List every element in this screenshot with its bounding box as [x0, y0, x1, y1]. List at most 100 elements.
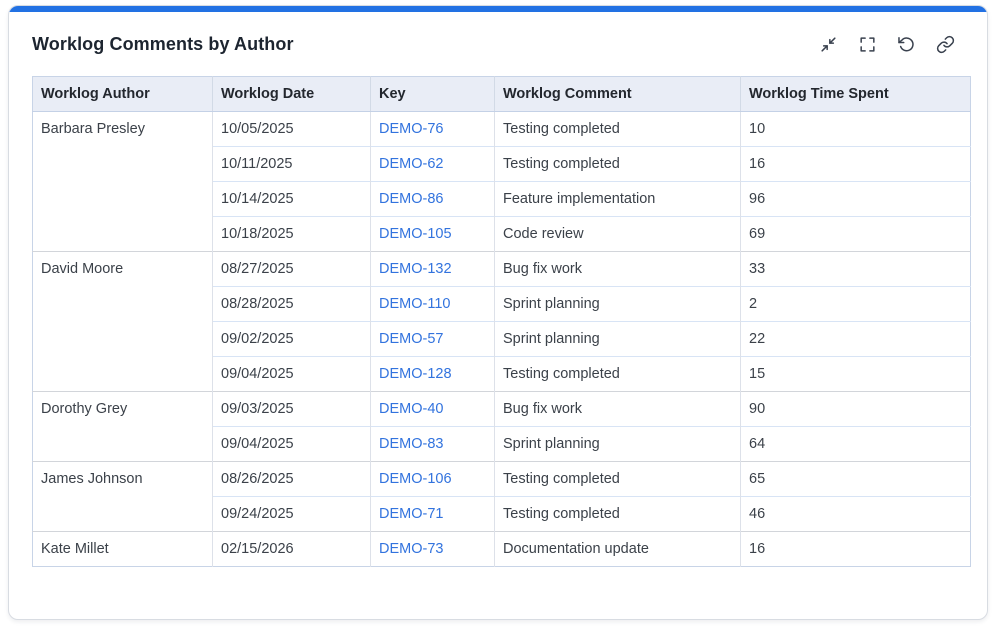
time-spent-cell: 16 [740, 531, 971, 567]
issue-key-link[interactable]: DEMO-71 [379, 506, 444, 522]
time-spent-cell: 16 [740, 146, 971, 182]
table-row: Barbara Presley 10/05/2025 DEMO-76 Testing … [32, 111, 971, 252]
table-row: 09/04/2025 DEMO-83 Sprint planning 64 [33, 426, 971, 462]
key-cell: DEMO-128 [370, 356, 495, 392]
comment-cell: Documentation update [494, 531, 741, 567]
table-row: David Moore 08/27/2025 DEMO-132 Bug fix wor… [32, 251, 971, 392]
author-cell: Dorothy Grey [32, 391, 213, 462]
worklog-table: Worklog Author Worklog Date Key Worklog Com… [32, 76, 971, 567]
issue-key-link[interactable]: DEMO-106 [379, 471, 452, 487]
author-cell: Barbara Presley [32, 111, 213, 252]
table-row: 09/04/2025 DEMO-128 Testing completed 15 [33, 356, 971, 392]
comment-cell: Testing completed [494, 496, 741, 532]
date-cell: 09/02/2025 [212, 321, 371, 357]
date-cell: 10/14/2025 [212, 181, 371, 217]
issue-key-link[interactable]: DEMO-73 [379, 541, 444, 557]
comment-cell: Testing completed [494, 461, 741, 497]
date-cell: 09/04/2025 [212, 356, 371, 392]
table-row: James Johnson 08/26/2025 DEMO-106 Testing c… [32, 461, 971, 532]
date-cell: 09/24/2025 [212, 496, 371, 532]
issue-key-link[interactable]: DEMO-110 [379, 296, 451, 312]
refresh-button[interactable] [896, 34, 916, 54]
key-cell: DEMO-57 [370, 321, 495, 357]
key-cell: DEMO-71 [370, 496, 495, 532]
date-cell: 08/27/2025 [212, 251, 371, 287]
time-spent-cell: 65 [740, 461, 971, 497]
comment-cell: Sprint planning [494, 426, 741, 462]
table-row: 10/11/2025 DEMO-62 Testing completed 16 [33, 146, 971, 182]
key-cell: DEMO-40 [370, 391, 495, 427]
comment-cell: Sprint planning [494, 321, 741, 357]
author-cell: Kate Millet [32, 531, 213, 567]
fullscreen-icon [858, 35, 877, 54]
issue-key-link[interactable]: DEMO-132 [379, 261, 452, 277]
issue-key-link[interactable]: DEMO-86 [379, 191, 444, 207]
date-cell: 10/05/2025 [212, 111, 371, 147]
issue-key-link[interactable]: DEMO-40 [379, 401, 444, 417]
table-row: Kate Millet 02/15/2026 DEMO-73 Documentatio… [32, 531, 971, 567]
fullscreen-button[interactable] [857, 34, 877, 54]
table-row: 08/28/2025 DEMO-110 Sprint planning 2 [33, 286, 971, 322]
column-header-worklog-comment: Worklog Comment [494, 76, 741, 112]
date-cell: 08/28/2025 [212, 286, 371, 322]
refresh-icon [897, 35, 916, 54]
table-row: 10/18/2025 DEMO-105 Code review 69 [33, 216, 971, 252]
comment-cell: Testing completed [494, 146, 741, 182]
link-icon [936, 35, 955, 54]
key-cell: DEMO-110 [370, 286, 495, 322]
page-title: Worklog Comments by Author [32, 34, 294, 54]
comment-cell: Testing completed [494, 356, 741, 392]
collapse-icon [819, 35, 838, 54]
time-spent-cell: 46 [740, 496, 971, 532]
table-header-row: Worklog Author Worklog Date Key Worklog Com… [32, 76, 971, 112]
time-spent-cell: 90 [740, 391, 971, 427]
comment-cell: Feature implementation [494, 181, 741, 217]
key-cell: DEMO-83 [370, 426, 495, 462]
author-cell: David Moore [32, 251, 213, 392]
collapse-button[interactable] [818, 34, 838, 54]
key-cell: DEMO-132 [370, 251, 495, 287]
date-cell: 09/03/2025 [212, 391, 371, 427]
issue-key-link[interactable]: DEMO-105 [379, 226, 452, 242]
author-cell: James Johnson [32, 461, 213, 532]
worklog-widget-card: Worklog Comments by Author [8, 5, 988, 620]
date-cell: 08/26/2025 [212, 461, 371, 497]
time-spent-cell: 2 [740, 286, 971, 322]
time-spent-cell: 64 [740, 426, 971, 462]
date-cell: 02/15/2026 [212, 531, 371, 567]
issue-key-link[interactable]: DEMO-62 [379, 156, 444, 172]
time-spent-cell: 10 [740, 111, 971, 147]
key-cell: DEMO-86 [370, 181, 495, 217]
key-cell: DEMO-106 [370, 461, 495, 497]
column-header-worklog-date: Worklog Date [212, 76, 371, 112]
comment-cell: Code review [494, 216, 741, 252]
key-cell: DEMO-105 [370, 216, 495, 252]
card-toolbar [818, 34, 955, 54]
issue-key-link[interactable]: DEMO-76 [379, 121, 444, 137]
issue-key-link[interactable]: DEMO-128 [379, 366, 452, 382]
column-header-worklog-time-spent: Worklog Time Spent [740, 76, 971, 112]
link-button[interactable] [935, 34, 955, 54]
card-header: Worklog Comments by Author [9, 12, 987, 73]
time-spent-cell: 33 [740, 251, 971, 287]
key-cell: DEMO-76 [370, 111, 495, 147]
table-row: Dorothy Grey 09/03/2025 DEMO-40 Bug fix wor… [32, 391, 971, 462]
table-row: 09/24/2025 DEMO-71 Testing completed 46 [33, 496, 971, 532]
column-header-key: Key [370, 76, 495, 112]
comment-cell: Bug fix work [494, 391, 741, 427]
time-spent-cell: 96 [740, 181, 971, 217]
table-row: 10/14/2025 DEMO-86 Feature implementation 9… [33, 181, 971, 217]
table-row: 09/02/2025 DEMO-57 Sprint planning 22 [33, 321, 971, 357]
comment-cell: Testing completed [494, 111, 741, 147]
date-cell: 10/18/2025 [212, 216, 371, 252]
date-cell: 10/11/2025 [212, 146, 371, 182]
time-spent-cell: 15 [740, 356, 971, 392]
card-accent-bar [9, 6, 987, 12]
issue-key-link[interactable]: DEMO-57 [379, 331, 444, 347]
column-header-worklog-author: Worklog Author [32, 76, 213, 112]
issue-key-link[interactable]: DEMO-83 [379, 436, 444, 452]
date-cell: 09/04/2025 [212, 426, 371, 462]
key-cell: DEMO-73 [370, 531, 495, 567]
comment-cell: Bug fix work [494, 251, 741, 287]
key-cell: DEMO-62 [370, 146, 495, 182]
